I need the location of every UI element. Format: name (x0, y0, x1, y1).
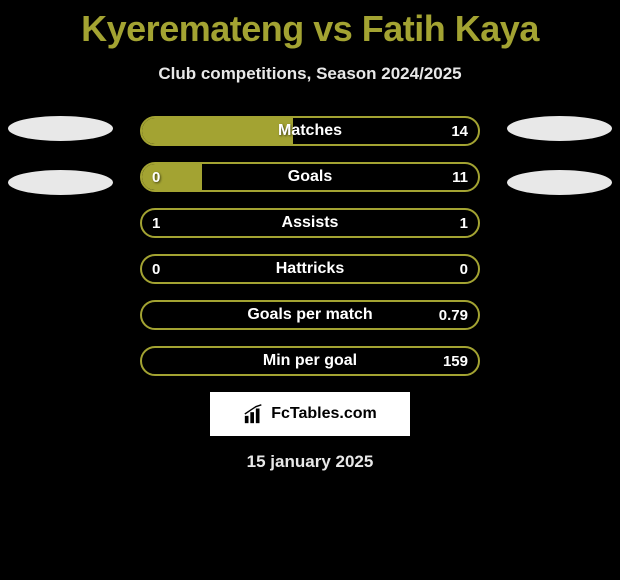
date-text: 15 january 2025 (0, 452, 620, 472)
stat-label: Hattricks (142, 260, 478, 278)
stat-value-right: 1 (460, 215, 468, 232)
stat-row: Matches14 (140, 116, 480, 146)
player-ellipse-right (507, 170, 612, 195)
stat-value-left: 0 (152, 261, 160, 278)
stat-row: Hattricks0 0 (140, 254, 480, 284)
stat-row: Min per goal159 (140, 346, 480, 376)
stats-chart: Matches14Goals011Assists11Hattricks00Goa… (0, 116, 620, 376)
stat-value-left: 1 (152, 215, 160, 232)
player-ellipse-right (507, 116, 612, 141)
stat-value-right: 159 (443, 353, 468, 370)
comparison-title: Kyeremateng vs Fatih Kaya (0, 0, 620, 50)
stat-value-left: 0 (152, 169, 160, 186)
stat-label: Goals (142, 168, 478, 186)
stat-row: Goals per match0.79 (140, 300, 480, 330)
player-ellipse-left (8, 116, 113, 141)
footer-badge: FcTables.com (210, 392, 410, 436)
comparison-subtitle: Club competitions, Season 2024/2025 (0, 64, 620, 84)
stat-value-right: 0.79 (439, 307, 468, 324)
stat-label: Matches (142, 122, 478, 140)
chart-icon (243, 403, 265, 425)
player-ellipse-left (8, 170, 113, 195)
stat-label: Assists (142, 214, 478, 232)
footer-text: FcTables.com (271, 405, 377, 423)
stat-value-right: 14 (451, 123, 468, 140)
stat-row: Assists1 1 (140, 208, 480, 238)
stat-value-right: 11 (452, 169, 468, 186)
stat-row: Goals0 11 (140, 162, 480, 192)
stat-label: Goals per match (142, 306, 478, 324)
stat-label: Min per goal (142, 352, 478, 370)
stat-value-right: 0 (460, 261, 468, 278)
